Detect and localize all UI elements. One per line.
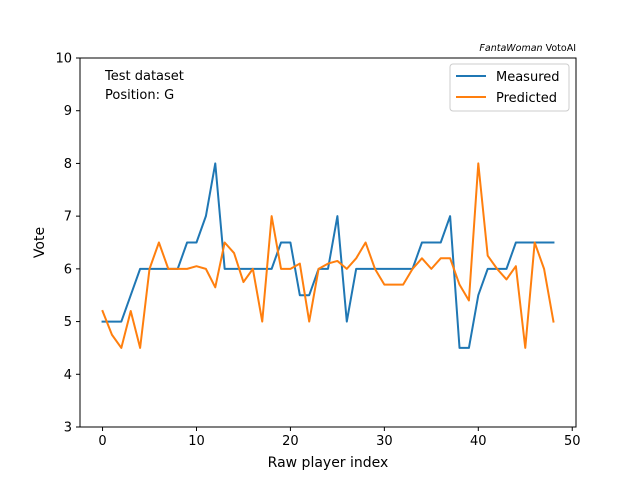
series-line-predicted <box>101 162 555 349</box>
legend-label-predicted: Predicted <box>496 91 557 106</box>
x-tick-label: 0 <box>98 434 106 449</box>
x-tick-label: 40 <box>470 434 487 449</box>
y-tick-label: 9 <box>64 104 72 119</box>
y-tick-label: 10 <box>55 52 72 67</box>
axes-frame <box>79 57 577 428</box>
x-tick-label: 20 <box>282 434 299 449</box>
annotation-position: Position: G <box>105 88 174 103</box>
ticks-layer: 0 10 20 30 40 50 3 4 5 6 7 8 9 10 <box>55 52 580 450</box>
credit-italic: FantaWoman <box>479 43 542 54</box>
y-axis-label: Vote <box>32 227 48 258</box>
credit-plain: VotoAI <box>543 43 576 54</box>
x-tick-label: 10 <box>188 434 205 449</box>
y-tick-label: 7 <box>64 210 72 225</box>
x-axis-label: Raw player index <box>268 455 389 471</box>
legend: Measured Predicted <box>449 63 570 112</box>
x-tick-label: 50 <box>564 434 581 449</box>
x-tick-label: 30 <box>376 434 393 449</box>
y-tick-label: 4 <box>64 368 72 383</box>
y-tick-label: 5 <box>64 315 72 330</box>
y-tick-label: 8 <box>64 157 72 172</box>
annotation-dataset: Test dataset <box>104 69 184 84</box>
y-tick-label: 3 <box>64 421 72 436</box>
legend-label-measured: Measured <box>496 70 560 85</box>
credit-text: FantaWoman VotoAI <box>479 43 576 54</box>
series-layer <box>101 162 555 349</box>
y-tick-label: 6 <box>64 262 72 277</box>
